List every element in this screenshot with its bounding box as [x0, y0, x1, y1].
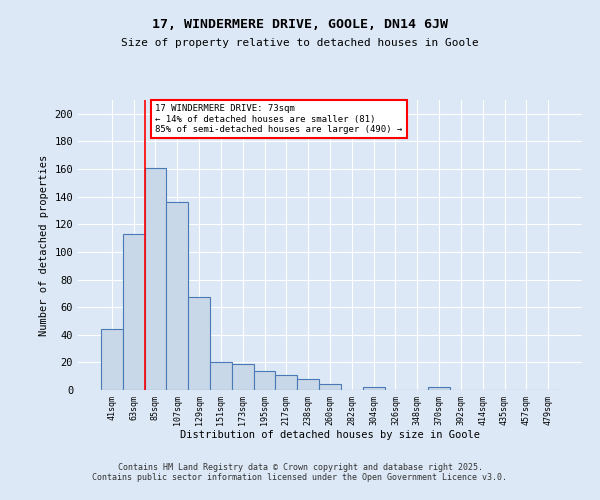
- Bar: [428, 387, 450, 390]
- Bar: [363, 387, 385, 390]
- Bar: [297, 379, 319, 390]
- Text: 17, WINDERMERE DRIVE, GOOLE, DN14 6JW: 17, WINDERMERE DRIVE, GOOLE, DN14 6JW: [152, 18, 448, 30]
- Text: Size of property relative to detached houses in Goole: Size of property relative to detached ho…: [121, 38, 479, 48]
- Text: Contains HM Land Registry data © Crown copyright and database right 2025.
Contai: Contains HM Land Registry data © Crown c…: [92, 463, 508, 482]
- Bar: [101, 329, 123, 390]
- Bar: [145, 168, 166, 390]
- Bar: [254, 370, 275, 390]
- Bar: [232, 364, 254, 390]
- Bar: [188, 298, 210, 390]
- Text: 17 WINDERMERE DRIVE: 73sqm
← 14% of detached houses are smaller (81)
85% of semi: 17 WINDERMERE DRIVE: 73sqm ← 14% of deta…: [155, 104, 403, 134]
- Bar: [166, 202, 188, 390]
- Y-axis label: Number of detached properties: Number of detached properties: [39, 154, 49, 336]
- Bar: [275, 375, 297, 390]
- X-axis label: Distribution of detached houses by size in Goole: Distribution of detached houses by size …: [180, 430, 480, 440]
- Bar: [319, 384, 341, 390]
- Bar: [123, 234, 145, 390]
- Bar: [210, 362, 232, 390]
